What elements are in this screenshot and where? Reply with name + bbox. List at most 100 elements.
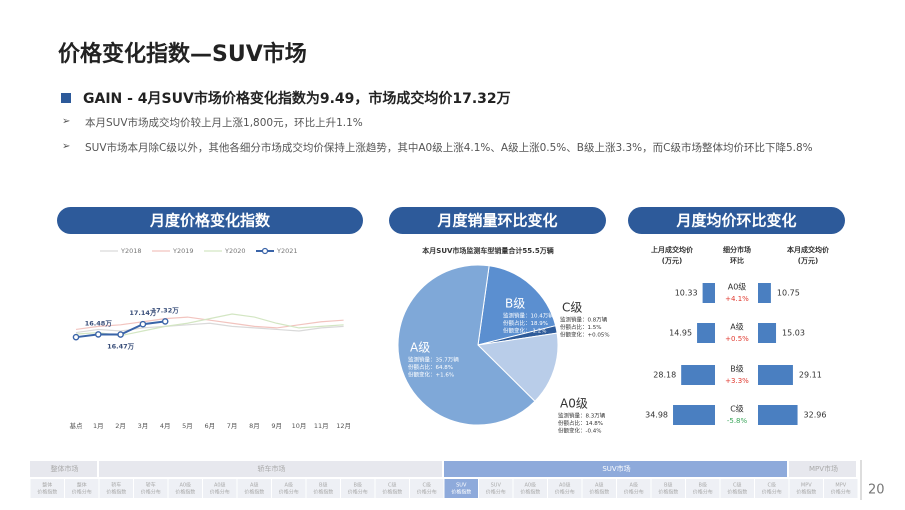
nav-item-label: 轿车 xyxy=(146,482,156,489)
column-header: 上月成交均价 xyxy=(651,245,694,254)
nav-item-label: 价格指数 xyxy=(244,489,264,496)
nav-item[interactable] xyxy=(548,479,582,498)
nav-item-label: A级 xyxy=(630,482,638,489)
panel-title: 月度均价环比变化 xyxy=(675,212,796,230)
nav-item-label: 价格分布 xyxy=(279,489,299,496)
panel-header xyxy=(57,207,363,234)
legend-label: Y2018 xyxy=(120,247,142,255)
nav-item[interactable] xyxy=(168,479,203,498)
nav-item[interactable] xyxy=(237,479,272,498)
change-label: +0.5% xyxy=(725,335,749,343)
slice-detail: 份额占比：1.5% xyxy=(560,323,601,331)
x-tick-label: 12月 xyxy=(336,422,351,430)
x-tick-label: 基点 xyxy=(70,421,84,430)
nav-item-label: MPV xyxy=(835,483,846,489)
nav-item[interactable] xyxy=(617,479,651,498)
nav-item[interactable] xyxy=(410,479,444,498)
nav-item[interactable] xyxy=(272,479,306,498)
slice-detail: 份额变化：+0.05% xyxy=(560,331,610,339)
nav-item-label: SUV xyxy=(456,483,467,489)
nav-group[interactable] xyxy=(30,461,97,477)
slice-detail: 监测销量：35.7万辆 xyxy=(408,356,459,364)
nav-item[interactable] xyxy=(479,479,513,498)
headline-marker xyxy=(61,93,71,103)
nav-item[interactable] xyxy=(582,479,617,498)
nav-item-label: A0级 xyxy=(524,482,536,489)
panel-title: 月度销量环比变化 xyxy=(436,212,557,230)
nav-item-label: 价格指数 xyxy=(727,489,747,496)
nav-group[interactable] xyxy=(99,461,442,477)
slice-detail: 份额占比：14.8% xyxy=(558,419,603,427)
nav-item[interactable] xyxy=(30,479,65,498)
nav-item-label: 价格指数 xyxy=(175,489,195,496)
page-number: 20 xyxy=(868,483,885,498)
nav-item[interactable] xyxy=(651,479,686,498)
nav-item-label: 整体 xyxy=(42,482,52,489)
nav-item[interactable] xyxy=(203,479,237,498)
nav-item[interactable] xyxy=(789,479,824,498)
title: 价格变化指数—SUV市场 xyxy=(58,41,307,67)
nav-item[interactable] xyxy=(755,479,789,498)
x-tick-label: 9月 xyxy=(271,422,282,430)
pie-slice xyxy=(477,265,557,346)
nav-group[interactable] xyxy=(444,461,787,477)
point xyxy=(95,331,102,338)
bullet: 本月SUV市场成交均价较上月上涨1,800元，环比上升1.1% xyxy=(85,117,363,129)
series-line xyxy=(75,322,344,334)
legend-label: Y2020 xyxy=(224,247,246,255)
nav-item-label: C级 xyxy=(388,482,397,489)
x-tick-label: 2月 xyxy=(115,422,126,430)
nav-item[interactable] xyxy=(134,479,168,498)
nav-item[interactable] xyxy=(444,479,479,498)
slice-detail: 监测销量：0.8万辆 xyxy=(560,316,608,324)
x-tick-label: 6月 xyxy=(204,422,215,430)
category-label: B级 xyxy=(730,364,744,374)
nav-item-label: 价格分布 xyxy=(72,489,92,496)
nav-item[interactable] xyxy=(341,479,375,498)
nav-item[interactable] xyxy=(306,479,341,498)
nav-item[interactable] xyxy=(99,479,134,498)
slice-detail: 份额变化：-1.2% xyxy=(503,327,546,335)
nav-group-label: SUV市场 xyxy=(602,464,630,473)
x-tick-label: 11月 xyxy=(314,422,329,430)
series-line xyxy=(75,316,344,331)
category-label: A0级 xyxy=(728,282,747,292)
x-tick-label: 8月 xyxy=(249,422,260,430)
nav-item[interactable] xyxy=(65,479,99,498)
nav-item-label: 价格指数 xyxy=(106,489,126,496)
nav-item-label: 价格分布 xyxy=(486,489,506,496)
nav-item-label: A级 xyxy=(250,482,258,489)
bar xyxy=(758,283,771,303)
bar-label: 32.96 xyxy=(804,411,827,420)
panel-title: 月度价格变化指数 xyxy=(149,212,271,230)
nav-item-label: 价格指数 xyxy=(796,489,816,496)
point xyxy=(72,333,80,341)
nav-item-label: 价格分布 xyxy=(141,489,161,496)
pie-slice xyxy=(476,332,559,402)
change-label: +3.3% xyxy=(725,377,749,385)
data-label: 17.14万 xyxy=(129,309,157,317)
data-label: 16.48万 xyxy=(85,319,113,327)
nav-item[interactable] xyxy=(513,479,548,498)
nav-item-label: 价格分布 xyxy=(693,489,713,496)
nav-item-label: 价格指数 xyxy=(313,489,333,496)
legend-marker xyxy=(261,247,269,255)
nav-item[interactable] xyxy=(686,479,720,498)
x-tick-label: 7月 xyxy=(227,422,238,430)
nav-item-label: C级 xyxy=(733,482,742,489)
nav-item-label: 价格分布 xyxy=(417,489,437,496)
nav-group[interactable] xyxy=(789,461,856,477)
headline: GAIN - 4月SUV市场价格变化指数为9.49，市场成交均价17.32万 xyxy=(83,90,511,107)
nav-item-label: A0级 xyxy=(179,482,191,489)
x-tick-label: 5月 xyxy=(182,422,193,430)
nav-item[interactable] xyxy=(720,479,755,498)
nav-item-label: MPV xyxy=(801,483,812,489)
nav-item[interactable] xyxy=(824,479,858,498)
nav-item-label: A级 xyxy=(285,482,293,489)
x-tick-label: 1月 xyxy=(93,422,104,430)
category-label: A级 xyxy=(730,322,743,332)
nav-item[interactable] xyxy=(375,479,410,498)
bar xyxy=(758,323,777,343)
bullet: SUV市场本月除C级以外，其他各细分市场成交均价保持上涨趋势，其中A0级上涨4.… xyxy=(85,142,813,154)
